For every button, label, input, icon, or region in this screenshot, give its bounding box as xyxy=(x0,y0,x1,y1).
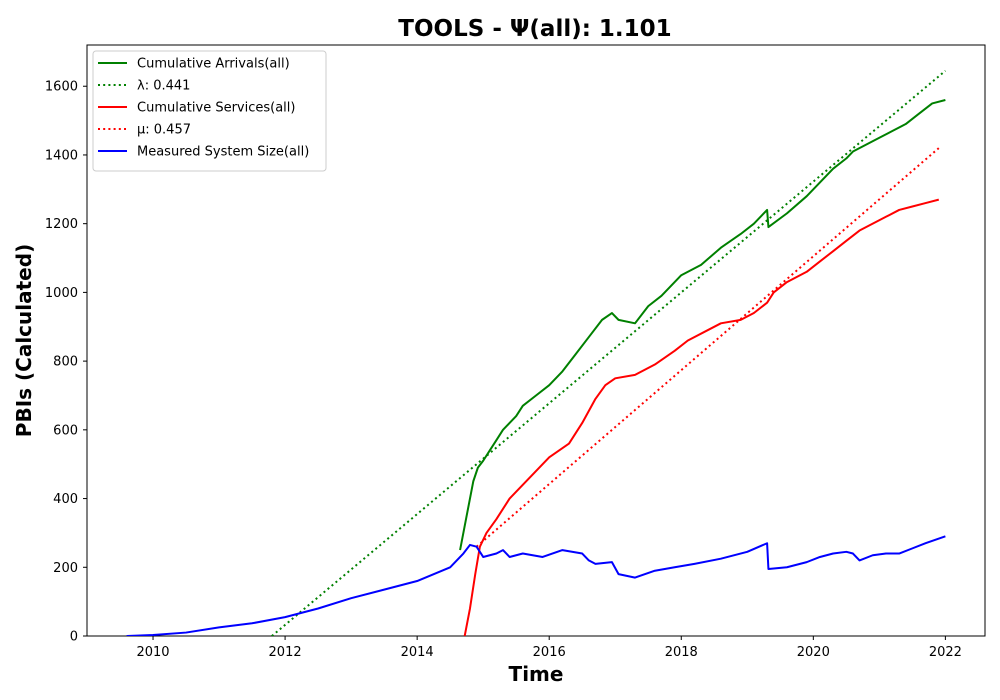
chart-title: TOOLS - Ψ(all): 1.101 xyxy=(398,16,671,42)
legend-label: Measured System Size(all) xyxy=(137,145,309,160)
x-tick-label: 2010 xyxy=(136,645,169,660)
legend: Cumulative Arrivals(all) λ: 0.441 Cumulati… xyxy=(92,50,327,172)
x-axis-title: Time xyxy=(509,662,564,686)
y-tick-label: 200 xyxy=(53,561,78,576)
y-tick-label: 600 xyxy=(53,423,78,438)
legend-label: μ: 0.457 xyxy=(137,123,191,138)
x-axis: 2010 2012 2014 2016 2018 2020 2022 xyxy=(136,636,962,660)
y-axis-title: PBIs (Calculated) xyxy=(12,244,36,437)
legend-frame xyxy=(92,50,327,172)
x-tick-label: 2016 xyxy=(533,645,566,660)
series-line-4 xyxy=(126,535,946,636)
y-tick-label: 0 xyxy=(70,630,78,645)
plot-area xyxy=(86,44,986,637)
y-tick-label: 800 xyxy=(53,355,78,370)
series-line-0 xyxy=(459,99,946,551)
series-line-2 xyxy=(463,198,940,636)
legend-label: λ: 0.441 xyxy=(137,79,190,94)
y-tick-label: 1200 xyxy=(45,217,78,232)
series-layer xyxy=(126,70,947,636)
y-tick-label: 1000 xyxy=(45,286,78,301)
y-tick-label: 1600 xyxy=(45,80,78,95)
legend-label: Cumulative Arrivals(all) xyxy=(137,57,290,72)
y-tick-label: 400 xyxy=(53,492,78,507)
y-tick-label: 1400 xyxy=(45,148,78,163)
x-tick-label: 2014 xyxy=(401,645,434,660)
series-line-1 xyxy=(271,70,947,636)
x-tick-label: 2018 xyxy=(665,645,698,660)
x-tick-label: 2020 xyxy=(797,645,830,660)
x-tick-label: 2022 xyxy=(929,645,962,660)
y-axis: 0 200 400 600 800 1000 1200 1400 1600 xyxy=(45,80,87,645)
x-tick-label: 2012 xyxy=(269,645,302,660)
legend-label: Cumulative Services(all) xyxy=(137,101,295,116)
